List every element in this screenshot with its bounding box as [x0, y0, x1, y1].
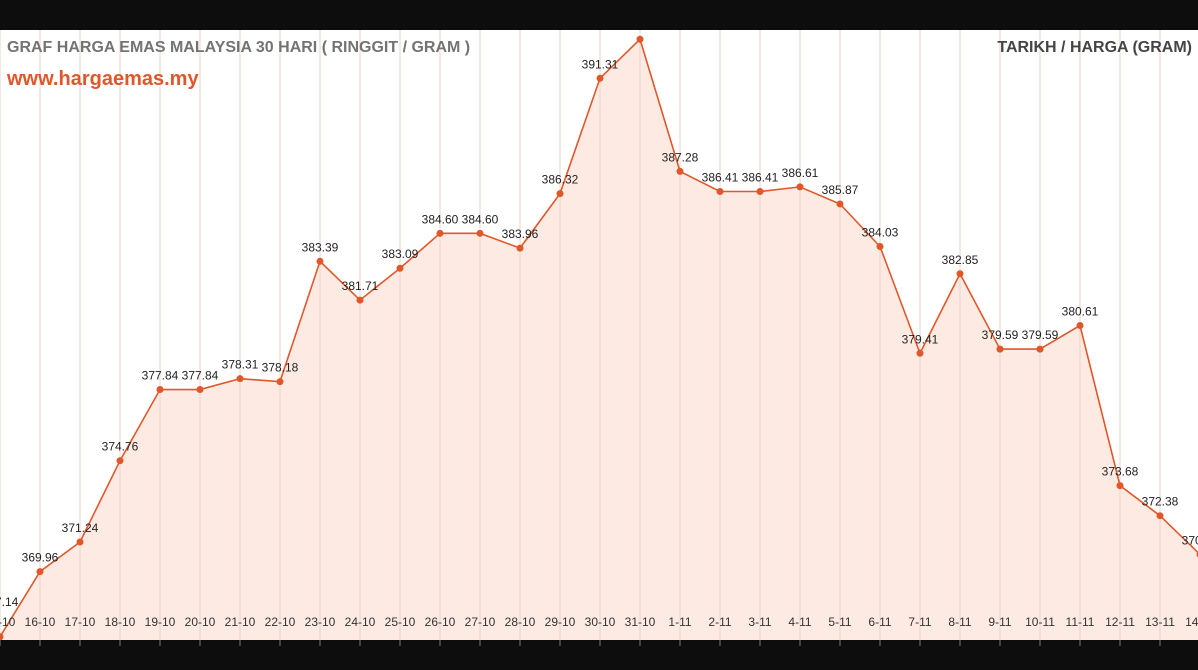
data-label: 373.68: [1102, 465, 1139, 479]
data-label: 386.41: [742, 171, 779, 185]
data-label: 386.61: [782, 166, 819, 180]
x-tick-label: 19-10: [145, 615, 176, 629]
x-tick-label: 24-10: [345, 615, 376, 629]
data-point: [436, 229, 444, 237]
data-point: [596, 74, 604, 82]
x-tick-label: 22-10: [265, 615, 296, 629]
data-label: 384.60: [462, 212, 499, 226]
x-tick-label: 21-10: [225, 615, 256, 629]
chart-title: GRAF HARGA EMAS MALAYSIA 30 HARI ( RINGG…: [7, 39, 471, 56]
x-tick-label: 5-11: [828, 615, 851, 629]
data-label: 369.96: [22, 551, 59, 565]
data-point: [756, 188, 764, 196]
data-label: 383.09: [382, 247, 419, 261]
data-point: [836, 200, 844, 208]
data-label: 385.87: [822, 183, 859, 197]
data-point: [556, 190, 564, 198]
x-tick-label: 27-10: [465, 615, 496, 629]
data-label: 380.61: [1062, 305, 1099, 319]
x-tick-label: 15-10: [0, 615, 16, 629]
data-point: [1036, 345, 1044, 353]
x-axis-ticks: [0, 640, 1161, 646]
x-tick-label: 13-11: [1145, 615, 1175, 629]
data-point: [676, 167, 684, 175]
area-fill: [0, 39, 1198, 640]
x-tick-label: 28-10: [505, 615, 536, 629]
data-point: [636, 35, 644, 43]
data-label: 371.24: [62, 521, 99, 535]
data-point: [996, 345, 1004, 353]
data-label: 377.84: [182, 369, 219, 383]
x-tick-label: 20-10: [185, 615, 216, 629]
data-point: [476, 229, 484, 237]
x-tick-label: 18-10: [105, 615, 136, 629]
data-label: 378.31: [222, 358, 259, 372]
data-point: [116, 457, 124, 465]
x-tick-label: 9-11: [988, 615, 1011, 629]
data-point: [876, 243, 884, 251]
data-label: 372.38: [1142, 495, 1179, 509]
data-point: [316, 257, 324, 265]
x-tick-label: 2-11: [708, 615, 731, 629]
data-label: 386.41: [702, 171, 739, 185]
data-label: 377.84: [142, 369, 179, 383]
legend: TARIKH / HARGA (GRAM): [997, 39, 1192, 56]
x-tick-label: 31-10: [625, 615, 656, 629]
x-tick-label: 26-10: [425, 615, 456, 629]
data-label: 384.03: [862, 226, 899, 240]
x-tick-label: 1-11: [668, 615, 691, 629]
data-label: 383.39: [302, 240, 339, 254]
data-label: 387.28: [662, 150, 699, 164]
x-tick-label: 6-11: [868, 615, 891, 629]
data-label: 379.59: [1022, 328, 1059, 342]
data-point: [0, 633, 4, 640]
data-label: 379.41: [902, 332, 939, 346]
data-label: 384.60: [422, 212, 459, 226]
data-point: [516, 244, 524, 252]
data-label: 382.85: [942, 253, 979, 267]
data-point: [156, 386, 164, 394]
data-label: 386.32: [542, 173, 579, 187]
data-point: [716, 188, 724, 196]
x-tick-label: 25-10: [385, 615, 416, 629]
data-point: [1076, 322, 1084, 330]
x-tick-label: 12-11: [1105, 615, 1135, 629]
x-tick-label: 29-10: [545, 615, 576, 629]
data-label: 391.31: [582, 57, 619, 71]
data-point: [356, 296, 364, 304]
data-point: [1156, 512, 1164, 520]
x-tick-label: 8-11: [948, 615, 971, 629]
plot-area: 367.14369.96371.24374.76377.84377.84378.…: [0, 30, 1198, 640]
data-label: 374.76: [102, 440, 139, 454]
x-tick-label: 3-11: [748, 615, 771, 629]
source-link[interactable]: www.hargaemas.my: [7, 68, 199, 90]
data-point: [276, 378, 284, 386]
data-point: [396, 264, 404, 272]
data-point: [76, 538, 84, 546]
data-point: [916, 349, 924, 357]
data-point: [956, 270, 964, 278]
x-tick-label: 23-10: [305, 615, 336, 629]
x-tick-label: 11-11: [1066, 615, 1095, 629]
data-point: [1116, 482, 1124, 490]
data-label: 378.18: [262, 361, 299, 375]
x-tick-label: 14-11: [1185, 615, 1198, 629]
data-label: 381.71: [342, 279, 379, 293]
data-point: [196, 386, 204, 394]
x-tick-label: 17-10: [65, 615, 96, 629]
data-label: 379.59: [982, 328, 1019, 342]
data-point: [796, 183, 804, 191]
data-label: 367.14: [0, 595, 19, 609]
x-tick-label: 16-10: [25, 615, 56, 629]
x-tick-label: 4-11: [788, 615, 811, 629]
x-tick-label: 10-11: [1025, 615, 1055, 629]
chart-svg: 367.14369.96371.24374.76377.84377.84378.…: [0, 30, 1198, 640]
data-point: [236, 375, 244, 383]
data-label: 370.70: [1182, 534, 1198, 548]
data-label: 383.96: [502, 227, 539, 241]
data-point: [36, 568, 44, 576]
x-tick-label: 7-11: [908, 615, 931, 629]
x-tick-label: 30-10: [585, 615, 616, 629]
